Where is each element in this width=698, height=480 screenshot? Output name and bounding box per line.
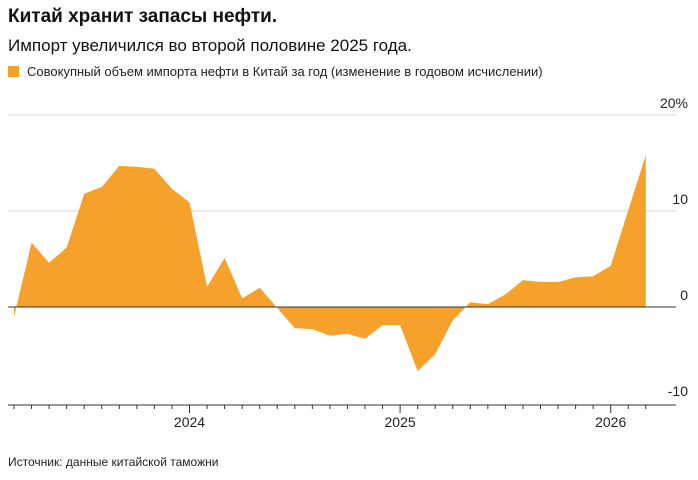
y-tick-label: 10	[672, 191, 688, 207]
legend-swatch	[8, 66, 19, 77]
y-tick-label: 20%	[660, 95, 688, 111]
chart-title: Китай хранит запасы нефти.	[8, 6, 277, 27]
source-note: Источник: данные китайской таможни	[8, 455, 218, 469]
x-tick-label: 2026	[595, 414, 626, 430]
legend-label: Совокупный объем импорта нефти в Китай з…	[27, 64, 543, 79]
area	[14, 155, 646, 372]
y-tick-label: -10	[668, 383, 688, 399]
y-tick-label: 0	[680, 287, 688, 303]
chart-subtitle: Импорт увеличился во второй половине 202…	[8, 36, 412, 55]
x-tick-label: 2025	[385, 414, 416, 430]
x-tick-label: 2024	[174, 414, 205, 430]
